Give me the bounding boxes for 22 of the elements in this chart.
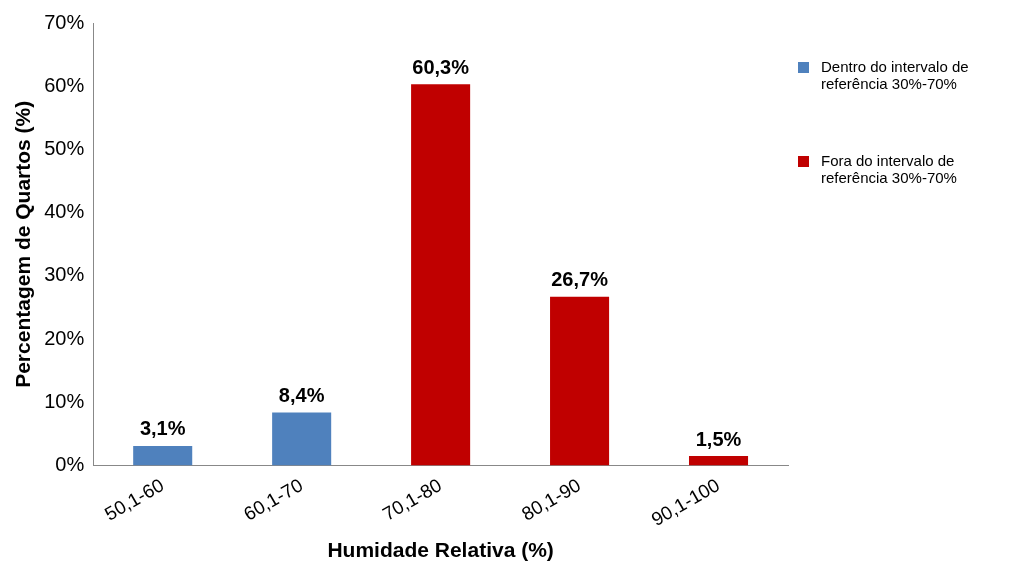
- data-label: 60,3%: [412, 55, 470, 78]
- bar: [550, 296, 610, 466]
- bar: [411, 84, 471, 466]
- y-tick-label: 70%: [44, 10, 85, 33]
- x-axis-title: Humidade Relativa (%): [327, 538, 554, 562]
- y-tick-label: 30%: [44, 263, 85, 286]
- data-label: 8,4%: [278, 383, 325, 406]
- y-tick-label: 40%: [44, 200, 85, 223]
- y-tick-label: 10%: [44, 389, 85, 412]
- legend-label: Fora do intervalo de referência 30%-70%: [821, 152, 958, 186]
- bar: [133, 445, 193, 466]
- legend-label: Dentro do intervalo de referência 30%-70%: [821, 58, 970, 92]
- bar: [689, 456, 749, 466]
- data-label: 1,5%: [695, 427, 742, 450]
- y-tick-label: 60%: [44, 73, 85, 96]
- y-axis-title: Percentagem de Quartos (%): [11, 100, 35, 388]
- data-label: 3,1%: [139, 417, 186, 440]
- y-tick-label: 50%: [44, 136, 85, 159]
- y-tick-label: 0%: [55, 453, 85, 476]
- data-label: 26,7%: [551, 268, 609, 291]
- y-tick-label: 20%: [44, 326, 85, 349]
- bar: [272, 412, 332, 466]
